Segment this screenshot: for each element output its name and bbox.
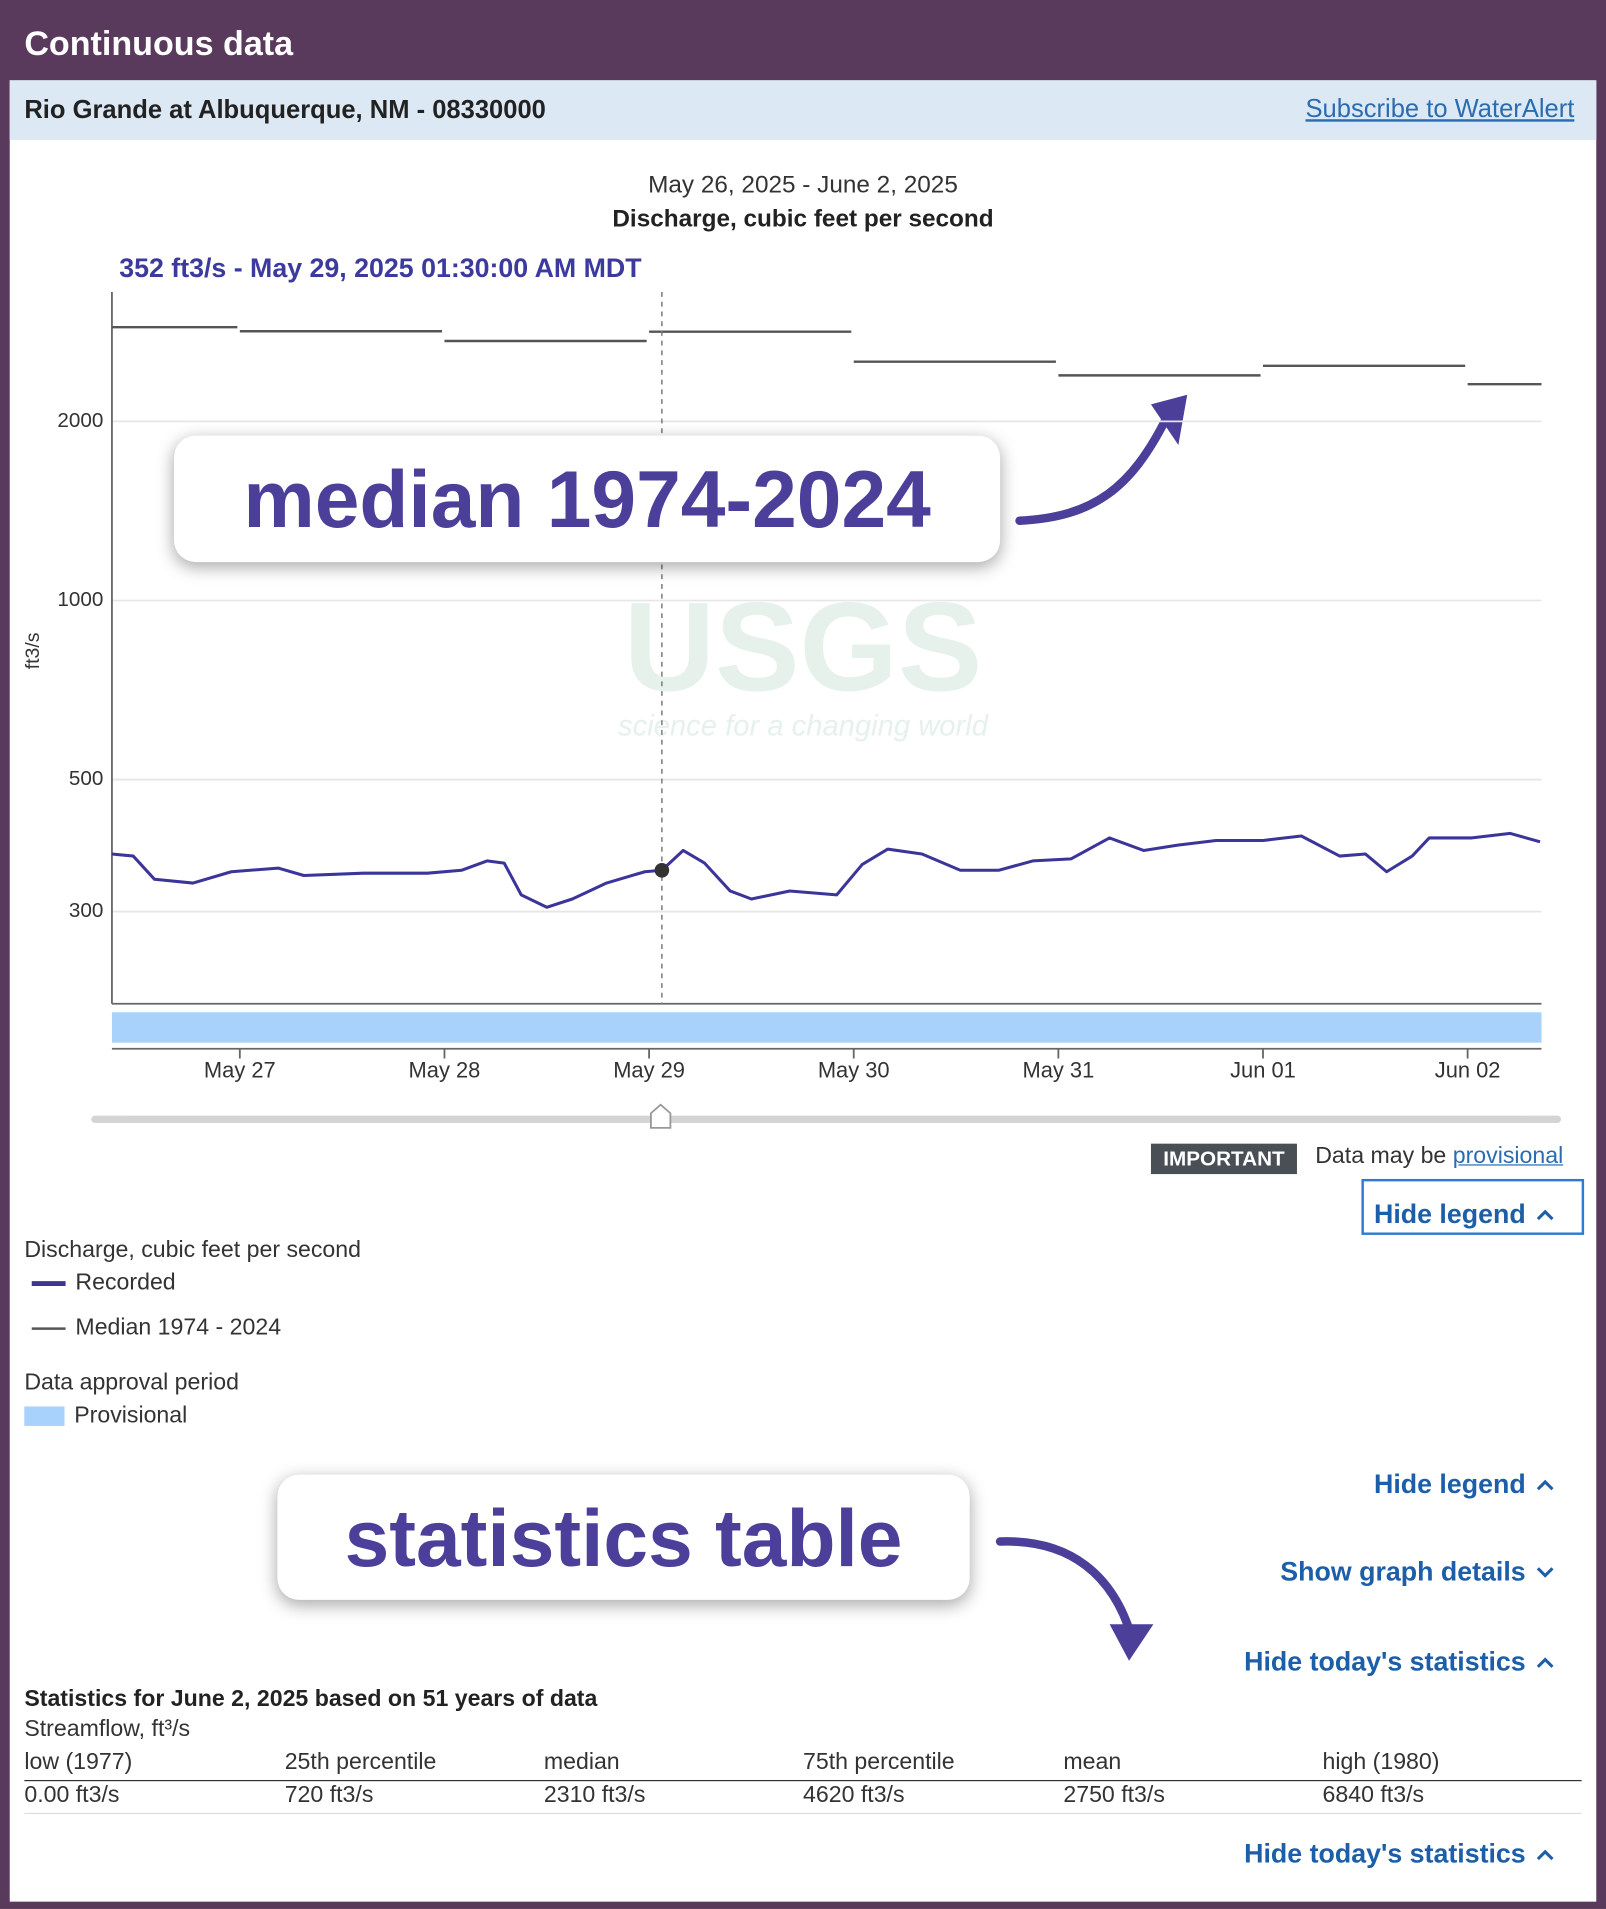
table-cell: 4620 ft3/s [803,1782,905,1808]
recorded-line [111,831,1541,909]
button-label: Hide legend [1373,1468,1526,1499]
button-label: Hide today's statistics [1244,1838,1526,1869]
legend-swatch [24,1406,65,1426]
toggle-button[interactable]: Hide today's statistics [1244,1838,1555,1870]
chevron [1536,1567,1554,1578]
table-cell: 2310 ft3/s [543,1782,646,1808]
important-badge: IMPORTANT [1150,1143,1297,1175]
callout: statistics table [277,1474,970,1600]
table-cell: 6840 ft3/s [1322,1782,1425,1808]
notice: Data may be provisional [1315,1144,1563,1171]
site-name: Rio Grande at Albuquerque, NM - 08330000 [24,96,546,125]
table-cell: 75th percentile [803,1749,955,1776]
x-tick-label: Jun 01 [1230,1058,1296,1083]
x-tick-label: Jun 02 [1435,1058,1501,1083]
table-cell: low (1977) [24,1749,133,1776]
legend-label: Median 1974 - 2024 [75,1315,282,1341]
date-range: May 26, 2025 - June 2, 2025 [648,172,958,199]
approval-band [111,1012,1542,1043]
legend-title: Discharge, cubic feet per second [24,1237,362,1263]
table-cell: high (1980) [1322,1749,1440,1776]
table-cell: 720 ft3/s [284,1782,374,1808]
x-tick-label: May 28 [409,1058,481,1083]
toggle-button[interactable]: Hide legend [1374,1198,1555,1230]
stats-subtitle: Streamflow, ft³/s [24,1716,191,1743]
legend-label: Recorded [75,1270,176,1296]
legend-item: Recorded [31,1270,176,1297]
stats-title: Statistics for June 2, 2025 based on 51 … [24,1686,598,1712]
subscribe-link[interactable]: Subscribe to WaterAlert [1305,94,1575,123]
table-rule [24,1812,1582,1815]
table-cell: median [543,1749,620,1776]
arrow-head [1109,1624,1154,1661]
legend-title: Data approval period [24,1369,239,1396]
chevron [1536,1209,1554,1221]
y-tick-label: 1000 [57,588,103,611]
button-label: Hide legend [1373,1198,1526,1229]
y-axis-label: ft3/s [22,632,44,669]
toggle-button[interactable]: Hide legend [1374,1469,1555,1501]
site-bar: Rio Grande at Albuquerque, NM - 08330000… [9,80,1597,140]
tooltip-text: 352 ft3/s - May 29, 2025 01:30:00 AM MDT [119,253,642,283]
watermark-logo: USGS [624,575,983,717]
x-tick-label: May 27 [204,1058,276,1083]
chevron [1536,1657,1554,1668]
y-tick-label: 300 [69,899,104,922]
focus-ring [1361,1178,1585,1235]
y-tick-label: 2000 [57,409,103,432]
watermark-tagline: science for a changing world [618,710,989,742]
callout: median 1974-2024 [173,435,1001,563]
legend-swatch [31,1327,66,1330]
legend-item: Provisional [24,1403,187,1430]
toggle-button[interactable]: Show graph details [1280,1556,1555,1588]
tooltip-point [654,862,670,878]
callout-arrow [1015,415,1170,525]
chevron [1536,1479,1554,1491]
panel-title: Continuous data [24,24,294,63]
table-cell: 2750 ft3/s [1063,1782,1165,1808]
x-tick-label: May 30 [818,1058,890,1083]
brush-handle[interactable] [650,1103,672,1129]
legend-swatch [31,1281,66,1287]
table-rule [24,1779,1582,1782]
provisional-link[interactable]: provisional [1452,1143,1564,1170]
chevron [1536,1849,1554,1861]
x-tick-label: May 31 [1022,1058,1094,1083]
y-tick-label: 500 [69,767,104,790]
chart-title: Discharge, cubic feet per second [612,206,993,233]
notice-text: Data may be [1315,1143,1447,1170]
table-cell: 25th percentile [284,1749,437,1776]
button-label: Hide today's statistics [1244,1646,1526,1677]
toggle-button[interactable]: Hide today's statistics [1244,1646,1555,1678]
table-cell: 0.00 ft3/s [24,1782,120,1808]
callout-arrow [995,1537,1136,1641]
arrow-head [1150,394,1188,446]
button-label: Show graph details [1280,1556,1526,1587]
x-tick-label: May 29 [613,1058,685,1083]
legend-label: Provisional [74,1402,188,1429]
legend-item: Median 1974 - 2024 [31,1315,282,1342]
table-cell: mean [1063,1749,1122,1776]
